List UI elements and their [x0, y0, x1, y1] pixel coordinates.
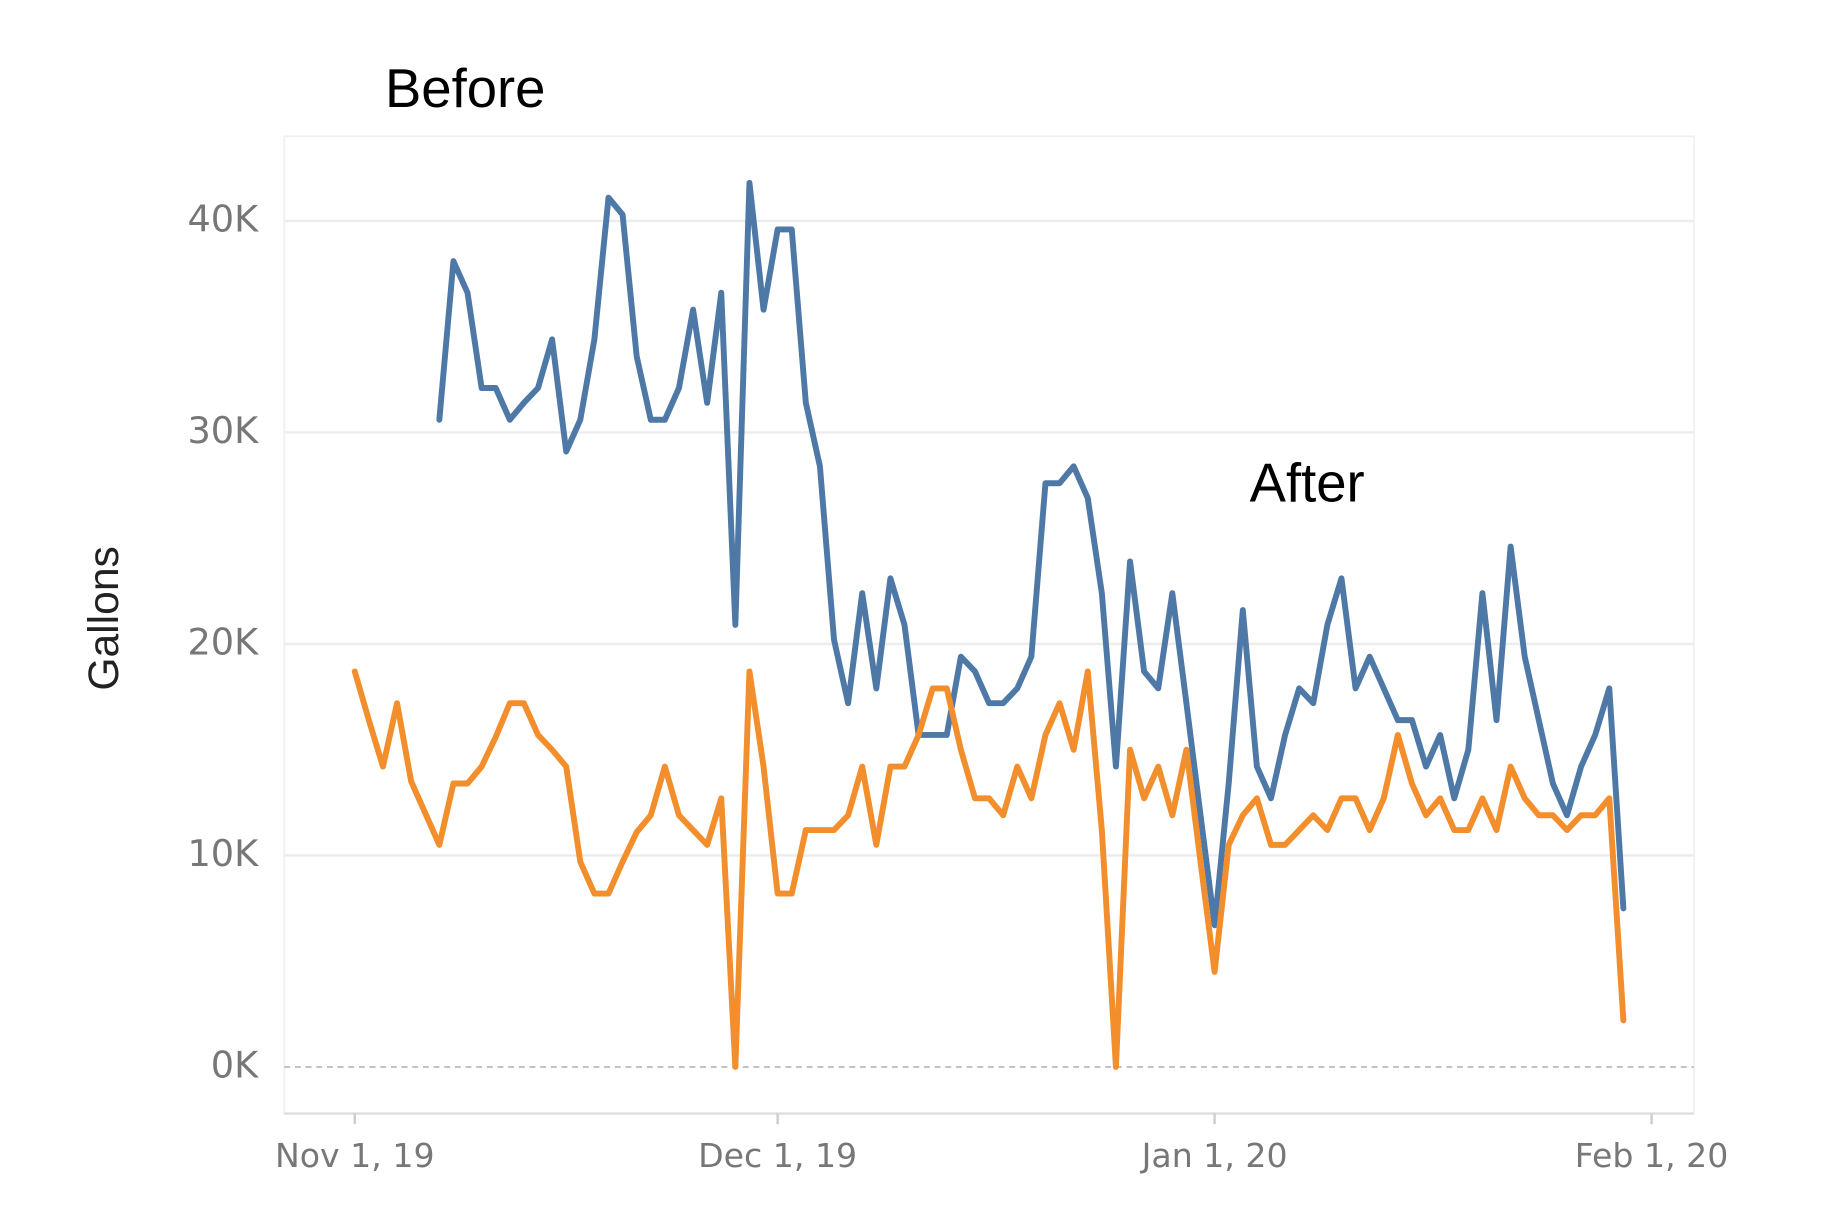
- y-tick-label: 30K: [187, 409, 259, 452]
- x-tick-label: Feb 1, 20: [1575, 1136, 1729, 1175]
- series-line: [351, 668, 1627, 1070]
- series-line: [436, 179, 1627, 929]
- y-tick-label: 10K: [187, 832, 259, 875]
- x-tick-label: Jan 1, 20: [1140, 1136, 1288, 1175]
- y-tick-label: 20K: [187, 620, 259, 663]
- y-tick-label: 0K: [211, 1043, 259, 1086]
- y-tick-label: 40K: [187, 197, 259, 240]
- annotation: After: [1250, 452, 1365, 513]
- annotation: Before: [385, 58, 545, 119]
- y-axis-label: Gallons: [80, 546, 128, 691]
- x-tick-label: Dec 1, 19: [698, 1136, 857, 1175]
- x-tick-label: Nov 1, 19: [275, 1136, 435, 1175]
